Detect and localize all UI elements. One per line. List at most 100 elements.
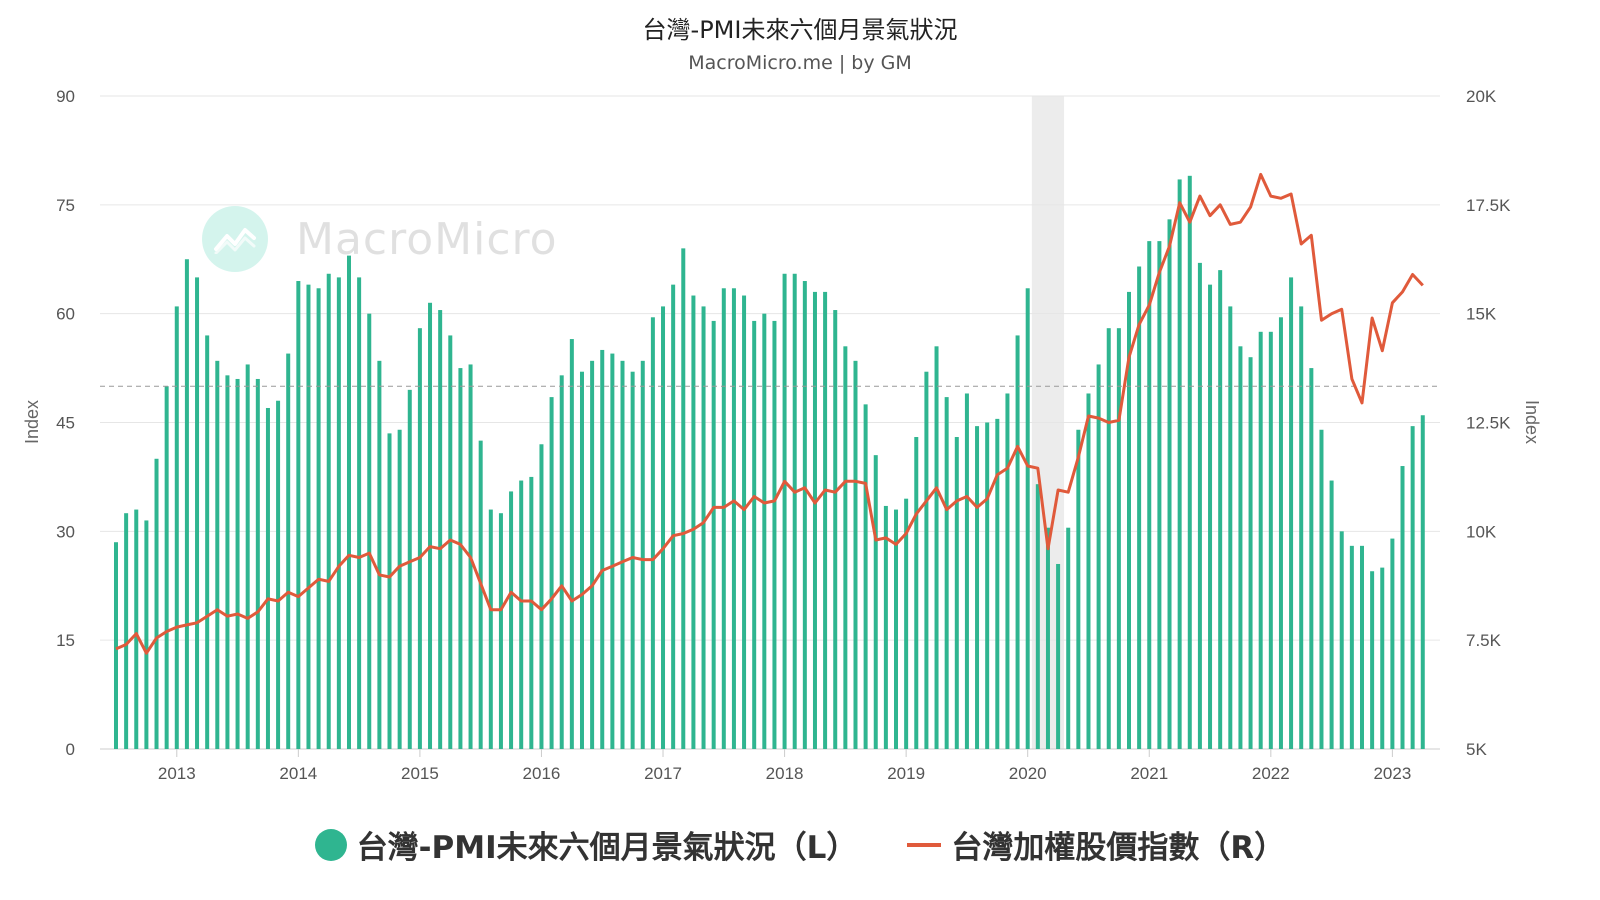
bar	[387, 433, 392, 749]
legend-item-pmi[interactable]: 台灣-PMI未來六個月景氣狀況（L）	[314, 822, 858, 867]
bar	[934, 346, 939, 749]
bar	[1015, 335, 1020, 749]
bar	[397, 429, 402, 749]
bar	[1076, 429, 1081, 749]
bar	[134, 509, 139, 749]
x-tick-label: 2020	[1009, 764, 1047, 783]
bar	[731, 288, 736, 749]
bar	[1319, 429, 1324, 749]
legend-label-taiex: 台灣加權股價指數（R）	[951, 830, 1286, 866]
bar	[924, 371, 929, 749]
bar	[630, 371, 635, 749]
bar	[1086, 393, 1091, 749]
y-left-tick-label: 30	[56, 522, 75, 541]
bar	[265, 407, 270, 749]
bar	[184, 259, 189, 749]
bar	[1197, 262, 1202, 749]
bar	[478, 440, 483, 749]
bar	[377, 360, 382, 749]
bar	[1289, 277, 1294, 749]
bar	[1056, 563, 1061, 749]
bar	[792, 273, 797, 749]
y-right-tick-label: 10K	[1466, 522, 1497, 541]
bar	[296, 281, 301, 749]
bar	[894, 509, 899, 749]
y-left-tick-label: 45	[56, 414, 75, 433]
x-tick-label: 2014	[279, 764, 317, 783]
bar	[255, 378, 260, 749]
bar	[671, 284, 676, 749]
bar	[367, 313, 372, 749]
bar	[488, 509, 493, 749]
bar	[772, 320, 777, 749]
bar	[610, 353, 615, 749]
bar	[1248, 357, 1253, 749]
bar	[1066, 527, 1071, 749]
bar	[549, 397, 554, 749]
bar	[691, 295, 696, 749]
bar	[569, 339, 574, 749]
x-tick-label: 2019	[887, 764, 925, 783]
bar	[1420, 415, 1425, 749]
bar	[742, 295, 747, 749]
bar	[579, 371, 584, 749]
bar	[225, 375, 230, 749]
bar	[448, 335, 453, 749]
bar	[701, 306, 706, 749]
bar	[559, 375, 564, 749]
bar	[661, 306, 666, 749]
bar	[1339, 531, 1344, 749]
bar	[853, 360, 858, 749]
bar	[914, 437, 919, 749]
chart-title: 台灣-PMI未來六個月景氣狀況	[642, 16, 958, 44]
bar	[985, 422, 990, 749]
bar	[752, 320, 757, 749]
bar	[215, 360, 220, 749]
bar	[509, 491, 514, 749]
bar	[346, 255, 351, 749]
bar	[1127, 291, 1131, 749]
x-tick-label: 2016	[523, 764, 561, 783]
bar	[1218, 270, 1223, 749]
bar	[326, 273, 331, 749]
legend-label-pmi: 台灣-PMI未來六個月景氣狀況（L）	[356, 830, 858, 866]
legend-bar-swatch-icon	[314, 828, 347, 861]
bar	[1106, 328, 1111, 749]
bar	[1278, 317, 1283, 749]
bar	[1208, 284, 1213, 749]
legend-item-taiex[interactable]: 台灣加權股價指數（R）	[907, 822, 1285, 867]
bar	[620, 360, 625, 749]
bar	[164, 386, 169, 749]
bar	[1137, 266, 1142, 749]
bar	[762, 313, 767, 749]
bar	[1116, 328, 1121, 749]
bar	[964, 393, 969, 749]
x-tick-label: 2021	[1130, 764, 1168, 783]
bar	[1096, 364, 1101, 749]
bar	[286, 353, 291, 749]
bar	[1380, 567, 1385, 749]
bar	[843, 346, 848, 749]
bar	[1299, 306, 1304, 749]
bar	[498, 513, 503, 749]
bar	[1410, 426, 1415, 749]
bar	[590, 360, 595, 749]
bar	[1370, 571, 1375, 749]
y-right-axis-title: Index	[1522, 400, 1542, 444]
y-right-tick-label: 17.5K	[1466, 196, 1511, 215]
bar	[1390, 538, 1395, 749]
y-right-tick-label: 7.5K	[1466, 631, 1502, 650]
bar	[1005, 393, 1010, 749]
bar	[124, 513, 129, 749]
bar	[944, 397, 949, 749]
taiex-line	[115, 172, 1424, 655]
bar	[975, 426, 980, 749]
bar	[316, 288, 321, 749]
y-right-tick-label: 20K	[1466, 87, 1497, 106]
bar	[1045, 527, 1050, 749]
bar	[883, 505, 888, 749]
bar	[1329, 480, 1334, 749]
x-tick-label: 2023	[1373, 764, 1411, 783]
bar	[1187, 175, 1192, 750]
